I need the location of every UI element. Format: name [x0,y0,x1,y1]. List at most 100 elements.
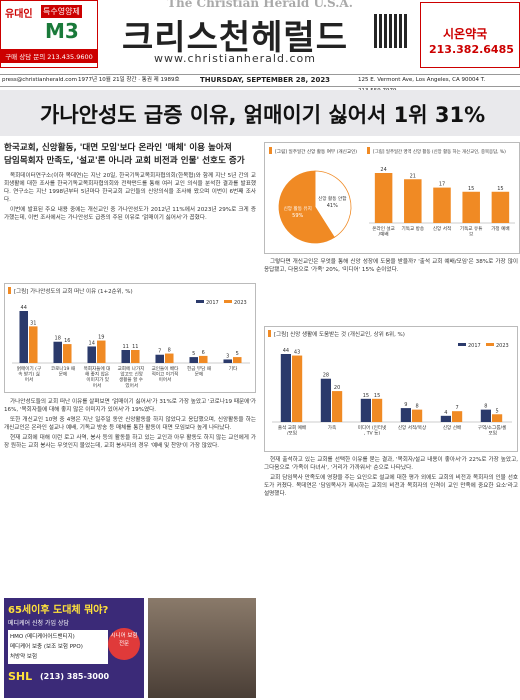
bar [189,357,198,363]
value-label: 3 [226,353,229,359]
slice-value: 41% [327,203,338,209]
value-label: 4 [444,410,447,416]
value-label: 15 [363,393,369,399]
paragraph: 교회 담임목사 만족도에 영향을 주는 요인으로 설교에 대한 평가 외에도 교… [264,475,518,497]
bar [131,350,140,363]
bar [374,173,393,223]
ad-item: HMO (메디케어어드밴티지) [10,634,75,640]
value-label: 9 [404,402,407,408]
category-label: 기독교 방송 [402,225,425,232]
body-right-top: 그렇다면 개신교인은 무엇을 통해 신앙 성장에 도움을 받을까? '출석 교회… [264,258,518,320]
qr-code [374,14,408,48]
paragraph: 가나안성도들의 교회 떠난 이유를 살펴보면 '얽매이기 싫어서'가 31%로 … [4,399,256,413]
category-label: 미디어 (인터넷, TV 등) [358,424,387,437]
bar [372,398,383,422]
bar [404,179,422,223]
category-label: 가정 예배 [491,225,509,232]
bar [53,341,62,363]
body-left: 목회데이터연구소(이하 목데연)는 지난 20일, 한국기독교목회자협의회(한목… [4,172,256,280]
ad-phone: 213.382.6485 [429,43,514,56]
value-label: 24 [380,167,386,173]
category-label: 교회에 나가지 않고도 신앙 생활을 할 수 있어서 [118,365,145,389]
value-label: 19 [98,335,104,341]
paragraph: 그렇다면 개신교인은 무엇을 통해 신앙 성장에 도움을 받을까? '출석 교회… [264,259,518,273]
chart: [그림] 신앙 생활에 도움받는 것 (개신교인, 상위 6위, %) 2017 2… [264,326,518,452]
right-ad: 시온약국 213.382.6485 [420,2,520,68]
ad-subtitle: 메디케어 신청 가입 상담 [8,620,69,627]
title-mark [269,147,272,154]
category-label: 교인들이 배타 적이고 이기적 이어서 [152,365,180,383]
paper-title: 크리스천헤럴드 [122,18,348,58]
ad-brand: SHL [8,670,33,683]
value-label: 14 [89,340,95,346]
chart: [그림] 가나안성도의 교회 떠난 이유 (1+2순위, %) 2017 2023 4… [4,283,256,393]
chart-box: [그림] 일주일간 신앙 활동 여부 (개신교인) 신앙 활동 안함 41% 신앙 활… [264,142,520,254]
value-label: 31 [30,320,36,326]
category-label: 구역/소그룹/셀 모임 [478,424,506,437]
category-label: 기독교 유튜 브 [460,225,483,238]
value-label: 20 [334,385,340,391]
subheads: 한국교회, 신앙활동, '대면 모임'보다 온라인 '매체' 이용 높아져 담임… [4,142,256,168]
category-label: 온라인 설교/예배 [372,225,395,238]
ad-item: 처방약 보험 [10,654,38,660]
chart-frame [264,326,518,452]
bar [433,187,451,223]
bar [332,391,343,422]
value-label: 5 [496,408,499,414]
bar [320,378,331,422]
chart: [그림] 일주일간 영역 신앙 활동 (신앙 활동 하는 개신교인, 중복응답,… [367,147,515,238]
slice-label: 신앙 활동 유지 [284,205,312,212]
value-label: 8 [416,404,419,410]
masthead: 유대인 특수영양제 M3 구매 상담 문의 213.435.9600 The C… [0,0,520,70]
bar [360,398,371,422]
value-label: 44 [283,348,289,354]
paragraph: 이번에 발표된 주요 내용 중에는 개신교인 중 가나안성도가 2012년 11… [4,207,256,221]
value-label: 7 [158,349,161,355]
headline-box: 가나안성도 급증 이유, 얽매이기 싫어서 1위 31% [0,90,520,136]
value-label: 6 [202,350,205,356]
chart-title: [그림] 일주일간 영역 신앙 활동 (신앙 활동 하는 개신교인, 중복응답,… [373,148,506,155]
chart-frame [4,283,256,393]
bar [491,191,510,223]
legend-swatch [196,300,204,303]
bar [63,344,72,363]
paragraph: 목회데이터연구소(이하 목데연)는 지난 20일, 한국기독교목회자협의회(한목… [4,173,256,203]
subhead: 한국교회, 신앙활동, '대면 모임'보다 온라인 '매체' 이용 높아져 [4,143,232,153]
ad: 65세이후 도대체 뭐야? 메디케어 신청 가입 상담 HMO (메디케어어드밴… [4,598,144,698]
chart-title: [그림] 신앙 생활에 도움받는 것 (개신교인, 상위 6위, %) [274,330,405,338]
value-label: 17 [439,182,445,188]
value-label: 21 [410,173,416,179]
title-mark [268,330,271,337]
ad-text: 특수영양제 [41,5,82,18]
bar [462,191,480,223]
value-label: 16 [64,338,70,344]
bar [121,350,130,363]
legend-swatch [224,300,232,303]
bar [233,357,242,363]
dateline: press@christianherald.com 1977년 10월 21일 … [0,74,520,94]
date: THURSDAY, SEPTEMBER 28, 2023 [200,76,331,84]
subhead: 담임목회자 만족도, '설교'론 아니라 교회 비전과 인물' 선호도 증가 [4,156,245,166]
chart-title: [그림] 가나안성도의 교회 떠난 이유 (1+2순위, %) [14,287,133,295]
bar [155,354,164,363]
bar [412,409,423,422]
value-label: 7 [456,405,459,411]
category-label: 가족 [328,424,336,431]
value-label: 15 [497,186,503,192]
slice-value: 59% [292,213,303,219]
category-label: 얽매이기 (구 속 받기) 싫 어서 [17,365,41,383]
ad-brand: M3 [45,19,79,43]
bar [292,355,303,422]
bar [97,340,106,363]
founded: 1977년 10월 21일 창간 · 통권 제 1989호 [78,77,180,83]
category-label: 기타 [229,365,238,372]
value-label: 44 [21,305,27,311]
value-label: 15 [374,393,380,399]
category-label: 헌금 부담 때 문에 [187,365,211,378]
bar [400,408,411,422]
ad-items: HMO (메디케어어드밴티지) 메디케어 보충 (보조 보험 PPO) 처방약 … [8,630,108,664]
bar [19,311,28,363]
category-label: 출석 교회 예배/모임 [278,424,306,437]
legend-label: 2023 [496,343,509,349]
